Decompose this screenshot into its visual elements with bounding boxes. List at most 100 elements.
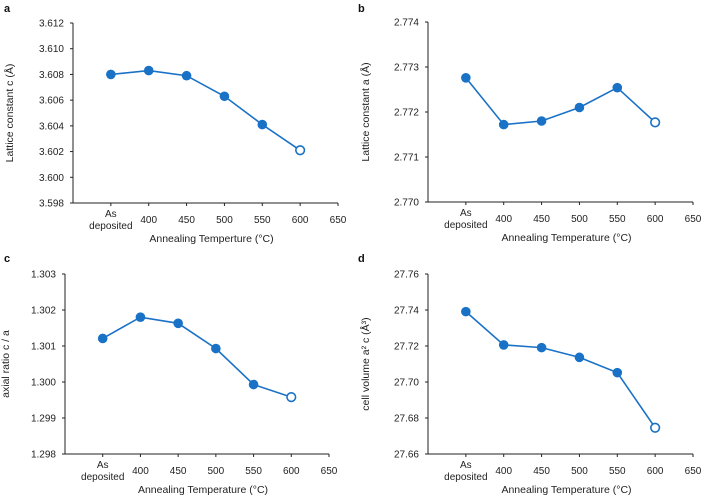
data-point [286, 392, 297, 403]
data-point [173, 318, 183, 329]
x-tick-label: deposited [444, 472, 487, 483]
x-tick-label: deposited [89, 221, 132, 232]
data-point [498, 119, 509, 130]
data-point [498, 340, 509, 350]
data-point [536, 116, 547, 126]
y-tick-label: 3.606 [39, 96, 64, 107]
y-tick-label: 27.74 [394, 306, 419, 317]
x-tick-label: 400 [495, 214, 512, 225]
y-tick-label: 2.772 [394, 108, 419, 119]
x-tick-label: 600 [647, 214, 664, 225]
x-tick-label: 650 [685, 466, 702, 477]
y-tick-label: 27.66 [394, 450, 419, 461]
x-axis-title: Annealing Temperature (°C) [501, 232, 631, 244]
data-point [461, 73, 471, 83]
data-point [143, 65, 154, 76]
y-tick-label: 2.773 [394, 63, 419, 74]
x-tick-label: As [460, 208, 472, 219]
series-line [102, 316, 292, 398]
x-tick-label: 450 [533, 214, 550, 225]
data-point [461, 306, 471, 317]
data-point [574, 352, 585, 363]
x-tick-label: 500 [571, 214, 588, 225]
data-point [97, 333, 108, 344]
y-axis-title: Lattice constant c (Å) [3, 64, 16, 163]
data-point [295, 145, 306, 156]
x-tick-label: deposited [81, 472, 124, 483]
y-tick-label: 1.300 [31, 378, 56, 389]
x-tick-label: As [97, 460, 109, 471]
y-tick-label: 1.299 [31, 414, 56, 425]
y-tick-label: 27.68 [394, 414, 419, 425]
x-tick-label: deposited [444, 220, 487, 231]
x-tick-label: 550 [609, 214, 626, 225]
data-point [257, 119, 268, 130]
x-tick-label: 400 [140, 215, 157, 226]
panel-d: d 27.66 27.68 27.70 27.72 27.74 27.76 Asdeposit… [358, 253, 702, 496]
y-tick-label: 1.302 [31, 306, 56, 317]
y-tick-label: 1.301 [31, 342, 56, 353]
y-tick-label: 1.303 [31, 270, 56, 281]
x-tick-label: 500 [208, 466, 225, 477]
y-tick-label: 3.600 [39, 173, 64, 184]
data-point [612, 82, 623, 93]
data-point [248, 379, 259, 390]
x-axis-title: Annealing Temperature (°C) [138, 484, 268, 496]
data-point [181, 70, 192, 81]
y-tick-label: 3.612 [39, 19, 64, 30]
data-point [574, 102, 585, 113]
series-line [110, 69, 301, 151]
y-tick-label: 2.770 [394, 198, 419, 209]
y-tick-label: 3.608 [39, 70, 64, 81]
x-tick-label: 450 [178, 215, 195, 226]
x-tick-label: 450 [170, 466, 187, 477]
panel-c: c 1.298 1.299 1.300 1.301 1.302 1.303 Asdeposit… [0, 253, 338, 496]
y-tick-label: 3.598 [39, 199, 64, 210]
y-tick-label: 3.602 [39, 147, 64, 158]
x-tick-label: 650 [685, 214, 702, 225]
y-tick-label: 3.610 [39, 44, 64, 55]
x-axis-title: Annealing Temperture (°C) [149, 233, 273, 245]
y-tick-label: 27.76 [394, 270, 419, 281]
y-tick-label: 1.298 [31, 450, 56, 461]
data-point [135, 312, 146, 323]
series-line [465, 311, 656, 429]
panel-label: d [358, 253, 365, 265]
x-tick-label: 650 [321, 466, 338, 477]
x-axis-title: Annealing Temperature (°C) [501, 484, 631, 496]
x-tick-label: 450 [533, 466, 550, 477]
x-tick-label: 550 [254, 215, 271, 226]
y-tick-label: 3.604 [39, 121, 64, 132]
x-tick-label: As [460, 460, 472, 471]
x-tick-label: 600 [647, 466, 664, 477]
data-point [536, 342, 547, 353]
data-point [211, 343, 221, 354]
x-tick-label: 650 [330, 215, 347, 226]
data-point [612, 367, 623, 378]
x-tick-label: As [105, 209, 117, 220]
data-point [219, 91, 230, 102]
data-point [650, 117, 661, 128]
x-tick-label: 550 [609, 466, 626, 477]
y-axis-title: axial ratio c / a [0, 330, 12, 398]
x-tick-label: 500 [216, 215, 233, 226]
x-tick-label: 400 [495, 466, 512, 477]
panel-a: a 3.598 3.600 3.602 3.604 3.606 3.608 3.610 3.61… [3, 3, 347, 245]
x-tick-label: 550 [245, 466, 262, 477]
y-tick-label: 2.771 [394, 153, 419, 164]
y-axis-title: Lattice constant a (Å) [359, 62, 372, 161]
y-tick-label: 27.70 [394, 378, 419, 389]
panel-label: a [4, 3, 11, 15]
x-tick-label: 500 [571, 466, 588, 477]
x-tick-label: 600 [283, 466, 300, 477]
data-point [106, 69, 116, 80]
data-point [650, 422, 661, 433]
x-tick-label: 600 [292, 215, 309, 226]
panel-label: c [4, 253, 10, 265]
y-tick-label: 2.774 [394, 18, 419, 29]
series-line [465, 77, 656, 126]
y-axis-title: cell volume a² c (Å³) [359, 317, 372, 410]
panel-label: b [358, 3, 365, 15]
